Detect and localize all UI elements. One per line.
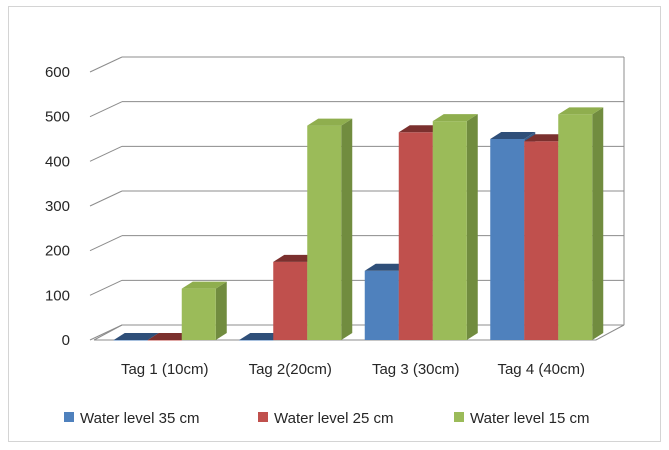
bar-top	[524, 134, 570, 142]
bar-front	[239, 340, 274, 341]
bar-side	[341, 118, 353, 340]
legend-swatch	[454, 412, 464, 422]
y-tick-label: 600	[45, 64, 70, 81]
y-tick-label: 0	[62, 332, 70, 349]
bar-front	[432, 121, 467, 340]
y-tick-label: 500	[45, 109, 70, 126]
bar-top	[364, 263, 410, 271]
gridline-diagonal	[89, 235, 123, 252]
y-tick-label: 400	[45, 153, 70, 170]
bar-front	[490, 139, 525, 340]
bar-front	[147, 340, 182, 341]
bar-top	[181, 281, 227, 289]
bar-front	[113, 340, 148, 341]
bar	[307, 118, 353, 340]
bar-top	[273, 254, 319, 262]
bar-front	[524, 141, 559, 340]
bar	[113, 333, 159, 341]
y-tick-label: 200	[45, 243, 70, 260]
bar-top	[558, 107, 604, 115]
bar-front	[398, 132, 433, 340]
bar-top	[307, 118, 353, 126]
bar-front	[181, 288, 216, 340]
bar	[239, 333, 285, 341]
legend-label: Water level 15 cm	[470, 410, 589, 427]
y-tick-label: 300	[45, 198, 70, 215]
bar	[558, 107, 604, 340]
legend-swatch	[64, 412, 74, 422]
x-category-label: Tag 4 (40cm)	[497, 361, 585, 378]
bar	[432, 114, 478, 340]
y-tick-label: 100	[45, 287, 70, 304]
bar-top	[147, 333, 193, 340]
x-category-label: Tag 3 (30cm)	[372, 361, 460, 378]
legend-swatch	[258, 412, 268, 422]
gridline-diagonal	[89, 101, 123, 118]
bar-side	[215, 281, 227, 340]
gridline-diagonal	[89, 145, 123, 162]
bar-front	[558, 114, 593, 340]
bar-side	[592, 107, 604, 340]
bar-side	[466, 114, 478, 340]
bar-top	[239, 333, 285, 340]
bar	[181, 281, 227, 340]
bar-front	[273, 261, 308, 340]
bar-top	[398, 125, 444, 133]
legend-label: Water level 25 cm	[274, 410, 393, 427]
x-category-label: Tag 1 (10cm)	[121, 361, 209, 378]
gridline-diagonal	[89, 56, 123, 73]
gridline-diagonal	[89, 190, 123, 207]
gridline-diagonal	[89, 279, 123, 296]
x-category-label: Tag 2(20cm)	[249, 361, 332, 378]
bar-front	[307, 125, 342, 340]
bar-top	[432, 114, 478, 122]
bar-top	[113, 333, 159, 340]
bar-front	[364, 270, 399, 340]
legend-label: Water level 35 cm	[80, 410, 199, 427]
bar	[147, 333, 193, 341]
bar-top	[490, 132, 536, 139]
